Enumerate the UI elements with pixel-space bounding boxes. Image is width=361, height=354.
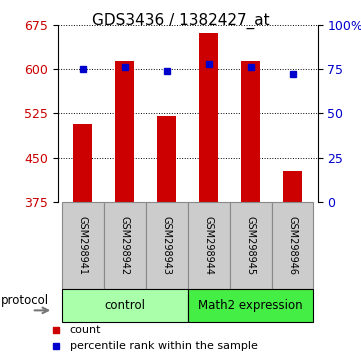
Text: GSM298943: GSM298943 <box>162 216 172 275</box>
Bar <box>199 33 218 202</box>
Bar <box>271 202 313 289</box>
Bar <box>74 124 92 202</box>
Text: Math2 expression: Math2 expression <box>198 299 303 312</box>
Text: GSM298942: GSM298942 <box>120 216 130 275</box>
Bar <box>104 202 146 289</box>
Text: control: control <box>104 299 145 312</box>
Bar <box>62 289 188 322</box>
Bar <box>146 202 188 289</box>
Text: GSM298946: GSM298946 <box>287 216 297 275</box>
Text: count: count <box>70 325 101 335</box>
Bar <box>116 61 134 202</box>
Bar <box>188 202 230 289</box>
Text: GDS3436 / 1382427_at: GDS3436 / 1382427_at <box>92 12 269 29</box>
Text: GSM298944: GSM298944 <box>204 216 214 275</box>
Text: GSM298945: GSM298945 <box>245 216 256 275</box>
Bar <box>188 289 313 322</box>
Bar <box>230 202 271 289</box>
Bar <box>157 116 176 202</box>
Bar <box>241 61 260 202</box>
Text: protocol: protocol <box>1 294 49 307</box>
Text: percentile rank within the sample: percentile rank within the sample <box>70 341 258 351</box>
Text: GSM298941: GSM298941 <box>78 216 88 275</box>
Bar <box>283 171 302 202</box>
Bar <box>62 202 104 289</box>
